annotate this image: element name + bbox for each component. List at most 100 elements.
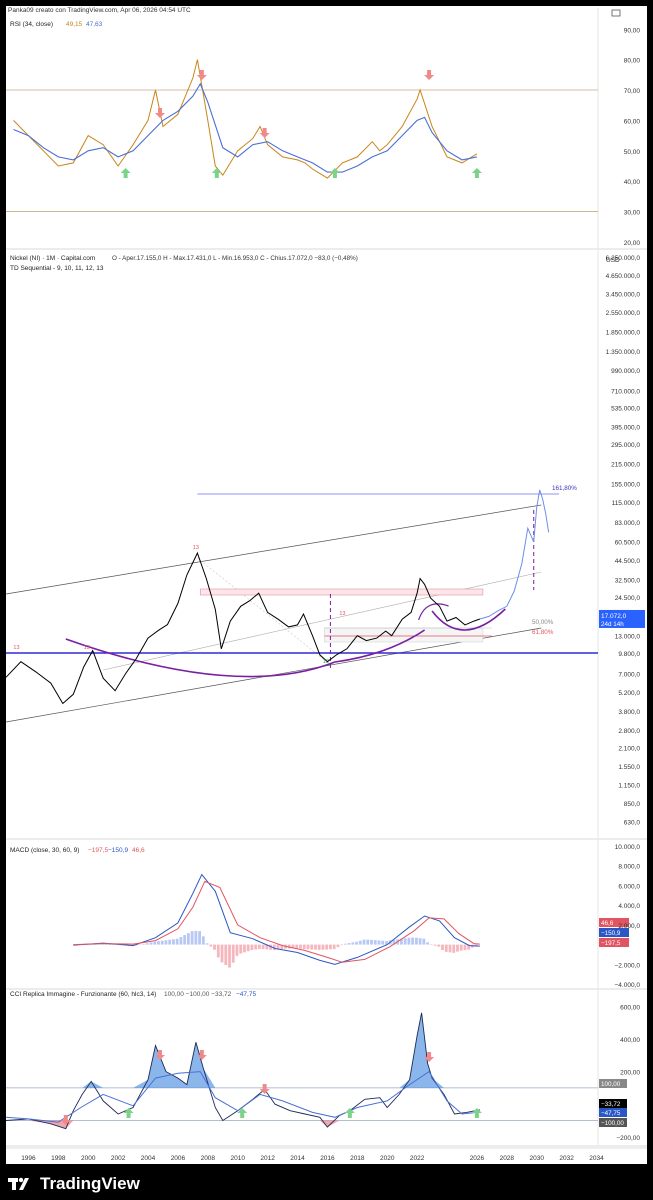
macd-histogram-bar <box>201 936 205 945</box>
macd-histogram-bar <box>261 944 265 950</box>
price-y-tick-label: 44.500,0 <box>615 558 641 565</box>
x-axis-tick-label: 1998 <box>51 1155 66 1162</box>
price-y-tick-label: 1.850.000,0 <box>606 330 641 337</box>
cci-value-badge-text: −47,75 <box>601 1110 621 1117</box>
rsi-legend-ma-value: 47,63 <box>86 21 103 28</box>
fib-161-label: 161,80% <box>552 485 577 492</box>
cci-value-badge <box>599 1118 627 1127</box>
fib-618-label: 61,80% <box>532 629 554 636</box>
x-axis-tick-label: 2006 <box>171 1155 186 1162</box>
macd-histogram-bar <box>351 942 355 945</box>
macd-histogram-bar <box>362 939 366 945</box>
x-axis-tick-label: 2004 <box>141 1155 156 1162</box>
trend-dotted-line <box>197 557 325 661</box>
macd-histogram-bar <box>433 944 437 946</box>
rsi-sell-arrow-icon <box>259 128 270 138</box>
rsi-legend-value: 49,15 <box>66 21 83 28</box>
td-count-label: 13 <box>13 645 19 651</box>
macd-histogram-bar <box>224 944 228 966</box>
x-axis-tick-label: 2016 <box>320 1155 335 1162</box>
macd-legend-name: MACD (close, 30, 60, 9) <box>10 847 79 854</box>
macd-y-tick-label: 4.000,0 <box>618 903 640 910</box>
macd-histogram-bar <box>332 944 336 950</box>
macd-histogram-bar <box>381 940 385 945</box>
tradingview-logo-icon <box>8 1177 29 1190</box>
price-y-tick-label: 83.000,0 <box>615 520 641 527</box>
macd-value-badge-text: −150,9 <box>601 930 621 937</box>
macd-histogram-bar <box>392 939 396 945</box>
rsi-y-tick-label: 40,00 <box>624 179 641 186</box>
rsi-y-tick-label: 50,00 <box>624 149 641 156</box>
macd-histogram-bar <box>355 941 358 945</box>
macd-value-badge-text: −197,5 <box>601 940 621 947</box>
macd-histogram-bar <box>414 937 418 945</box>
cci-sell-arrow-icon <box>259 1084 270 1094</box>
x-axis-tick-label: 2000 <box>81 1155 96 1162</box>
rsi-y-tick-label: 60,00 <box>624 118 641 125</box>
price-y-tick-label: 2.550.000,0 <box>606 310 641 317</box>
macd-histogram-bar <box>220 944 224 963</box>
price-y-tick-label: 1.150,0 <box>618 782 640 789</box>
macd-histogram-bar <box>370 939 373 945</box>
macd-histogram-bar <box>467 944 471 950</box>
macd-histogram-bar <box>325 944 329 950</box>
macd-histogram-bar <box>321 944 325 950</box>
macd-histogram-bar <box>291 944 295 949</box>
cci-value-badge <box>599 1108 627 1117</box>
rsi-y-tick-label: 80,00 <box>624 58 641 65</box>
rsi-y-tick-label: 90,00 <box>624 27 641 34</box>
cci-legend-values: 100,00 −100,00 −33,72 <box>164 991 232 998</box>
price-y-tick-label: 1.550,0 <box>618 764 640 771</box>
cci-sell-arrow-icon <box>196 1050 207 1060</box>
macd-histogram-bar <box>306 944 310 950</box>
cci-sell-arrow-icon <box>154 1050 165 1060</box>
macd-histogram-bar <box>317 944 321 950</box>
macd-histogram-bar <box>280 944 284 949</box>
macd-histogram-bar <box>452 944 456 953</box>
td-sequential-legend: TD Sequential - 9, 10, 11, 12, 13 <box>10 265 104 272</box>
camera-icon[interactable] <box>611 9 621 17</box>
cci-sell-arrow-icon <box>60 1115 71 1125</box>
cci-buy-arrow-icon <box>237 1108 248 1118</box>
macd-histogram-bar <box>358 940 362 945</box>
price-y-tick-label: 6.250.000,0 <box>606 255 641 262</box>
macd-histogram-bar <box>400 938 403 945</box>
macd-histogram-bar <box>265 944 269 950</box>
x-axis-tick-label: 1996 <box>21 1155 36 1162</box>
x-axis-tick-label: 2008 <box>201 1155 216 1162</box>
macd-histogram-bar <box>437 944 441 947</box>
cci-line <box>5 1012 480 1130</box>
price-legend-name: Nickel (NI) · 1M · Capital.com <box>10 255 95 262</box>
macd-histogram-bar <box>411 937 415 945</box>
price-line <box>5 551 481 705</box>
macd-histogram-bar <box>172 939 175 945</box>
macd-histogram-bar <box>168 939 172 945</box>
macd-histogram-bar <box>272 944 276 951</box>
macd-histogram-bar <box>429 944 433 946</box>
price-y-tick-label: 24.500,0 <box>615 595 641 602</box>
macd-histogram-bar <box>101 944 104 945</box>
x-axis-tick-label: 2034 <box>589 1155 604 1162</box>
channel-upper-line <box>5 504 542 595</box>
cci-buy-arrow-icon <box>123 1108 134 1118</box>
macd-histogram-bar <box>295 944 299 949</box>
tradingview-logo[interactable]: TradingView <box>8 1174 140 1194</box>
last-price-badge <box>599 609 645 628</box>
cci-sell-arrow-icon <box>424 1052 435 1062</box>
price-y-tick-label: 9.800,0 <box>618 651 640 658</box>
price-y-tick-label: 2.100,0 <box>618 745 640 752</box>
rsi-buy-arrow-icon <box>329 168 340 178</box>
macd-histogram-bar <box>243 944 246 953</box>
macd-histogram-bar <box>160 940 164 945</box>
macd-histogram-bar <box>347 943 351 945</box>
macd-legend-macd: −150,9 <box>108 847 128 854</box>
cci-legend-name: CCI Replica Immagine - Funzionante (60, … <box>10 991 156 998</box>
macd-histogram-bar <box>205 943 209 945</box>
handle-curve <box>418 603 449 621</box>
macd-histogram-bar <box>366 939 370 945</box>
macd-histogram-bar <box>299 944 302 949</box>
macd-y-tick-label: −4.000,0 <box>615 982 641 989</box>
macd-y-tick-label: 6.000,0 <box>618 883 640 890</box>
cci-y-tick-label: −200,00 <box>616 1135 640 1142</box>
